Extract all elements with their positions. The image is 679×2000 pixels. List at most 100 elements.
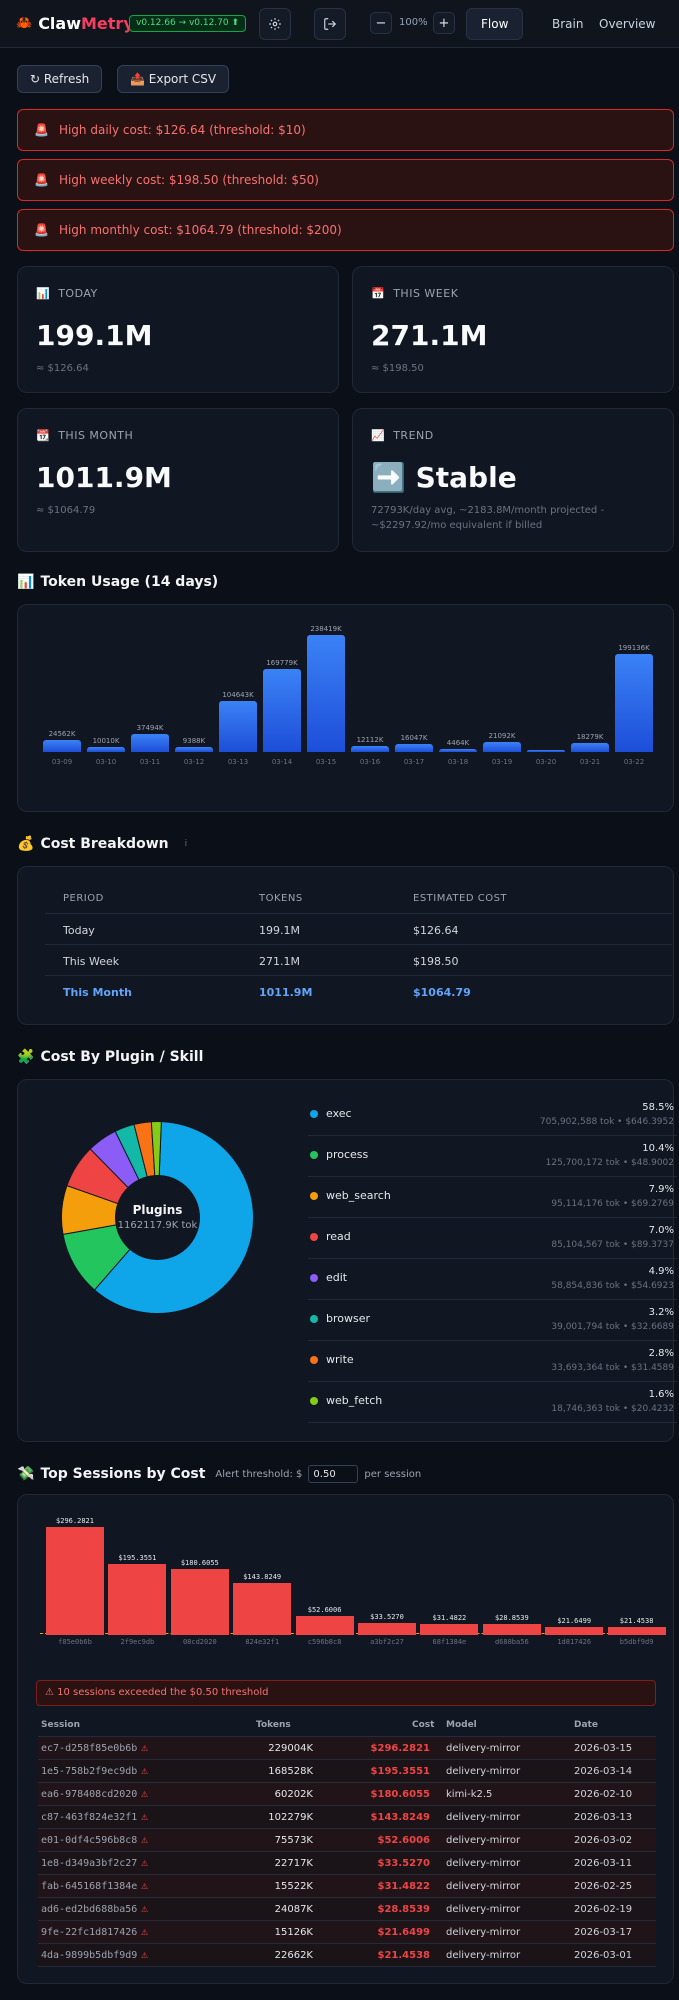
export-csv-button[interactable]: 📤 Export CSV xyxy=(117,65,230,93)
table-row[interactable]: 4da-9899b5dbf9d9 ⚠ 22662K $21.4538 delivery-… xyxy=(38,1944,656,1967)
cost-breakdown-title: 💰 Cost Breakdown i xyxy=(17,836,188,852)
session-bar[interactable] xyxy=(46,1527,104,1635)
session-id[interactable]: ea6-978408cd2020 xyxy=(41,1789,138,1800)
bar-value-label: 238419K xyxy=(310,625,342,633)
table-row[interactable]: ea6-978408cd2020 ⚠ 60202K $180.6055 kimi-k2.… xyxy=(38,1783,656,1806)
plugin-row[interactable]: browser 3.2% 39,001,794 tok • $32.6689 xyxy=(308,1301,677,1341)
session-bar[interactable] xyxy=(108,1563,167,1635)
plugin-row[interactable]: write 2.8% 33,693,364 tok • $31.4589 xyxy=(308,1342,677,1382)
token-bar[interactable] xyxy=(571,743,609,752)
tab-brain[interactable]: Brain xyxy=(552,17,584,31)
bar-value-label: 9388K xyxy=(182,737,206,746)
stat-card-today: 📊 TODAY 199.1M ≈ $126.64 xyxy=(17,266,339,393)
table-row[interactable]: 9fe-22fc1d817426 ⚠ 15126K $21.6499 delivery-… xyxy=(38,1921,656,1944)
table-row: This Week 271.1M $198.50 xyxy=(45,945,672,976)
session-bar[interactable] xyxy=(420,1623,479,1635)
bar-date-label: 03-14 xyxy=(271,758,293,766)
alert-monthly: 🚨 High monthly cost: $1064.79 (threshold:… xyxy=(17,209,674,251)
plugin-detail: 125,700,172 tok • $48.9002 xyxy=(545,1158,674,1168)
cost-breakdown-card: PERIOD TOKENS ESTIMATED COST Today 199.1… xyxy=(17,866,674,1025)
token-bar[interactable] xyxy=(131,733,169,752)
plugin-detail: 39,001,794 tok • $32.6689 xyxy=(551,1322,674,1332)
session-bar[interactable] xyxy=(295,1615,354,1635)
settings-button[interactable] xyxy=(259,8,291,40)
token-bar[interactable] xyxy=(615,654,653,752)
donut-center-sub: 1162117.9K tok xyxy=(117,1220,198,1231)
token-bar[interactable] xyxy=(395,744,433,752)
table-row[interactable]: ec7-d258f85e0b6b ⚠ 229004K $296.2821 deliver… xyxy=(38,1737,656,1760)
table-row[interactable]: e01-0df4c596b8c8 ⚠ 75573K $52.6006 delivery-… xyxy=(38,1829,656,1852)
session-id[interactable]: c87-463f824e32f1 xyxy=(41,1812,138,1823)
session-bar[interactable] xyxy=(358,1622,416,1635)
session-bar[interactable] xyxy=(607,1627,666,1635)
session-id[interactable]: e01-0df4c596b8c8 xyxy=(41,1835,138,1846)
session-bar-label: 2f9ec9db xyxy=(120,1638,155,1646)
logout-button[interactable] xyxy=(314,8,346,40)
plugin-row[interactable]: web_search 7.9% 95,114,176 tok • $69.2769 xyxy=(308,1178,677,1218)
warning-icon: ⚠ xyxy=(141,1790,149,1799)
token-bar[interactable] xyxy=(351,746,389,752)
bar-date-label: 03-13 xyxy=(227,758,249,766)
stat-cost: ≈ $126.64 xyxy=(36,363,89,374)
refresh-button[interactable]: ↻ Refresh xyxy=(17,65,103,93)
tab-flow[interactable]: Flow xyxy=(466,8,524,40)
session-id[interactable]: fab-645168f1384e xyxy=(41,1881,138,1892)
session-bar[interactable] xyxy=(482,1624,541,1635)
session-bar-value: $180.6055 xyxy=(180,1559,219,1568)
session-bar-value: $143.8249 xyxy=(243,1572,282,1581)
session-bar[interactable] xyxy=(170,1569,229,1635)
session-id[interactable]: ad6-ed2bd688ba56 xyxy=(41,1904,138,1915)
plugin-name: process xyxy=(326,1148,369,1161)
brand-prefix: Claw xyxy=(38,14,81,33)
session-date: 2026-03-17 xyxy=(574,1927,633,1938)
zoom-in-button[interactable]: + xyxy=(433,12,455,34)
warning-icon: ⚠ xyxy=(141,1859,149,1868)
threshold-input[interactable] xyxy=(308,1465,359,1483)
session-id[interactable]: 9fe-22fc1d817426 xyxy=(41,1927,138,1938)
app-logo[interactable]: 🦀 ClawMetry xyxy=(16,14,134,33)
donut-slice-exec[interactable] xyxy=(93,1121,254,1314)
alert-daily: 🚨 High daily cost: $126.64 (threshold: $1… xyxy=(17,109,674,151)
plugin-row[interactable]: exec 58.5% 705,902,588 tok • $646.3952 xyxy=(308,1096,677,1136)
plugin-row[interactable]: read 7.0% 85,104,567 tok • $89.3737 xyxy=(308,1219,677,1259)
tab-overview[interactable]: Overview xyxy=(599,17,656,31)
zoom-out-button[interactable]: − xyxy=(370,12,392,34)
token-bar[interactable] xyxy=(263,668,301,752)
plugin-row[interactable]: web_fetch 1.6% 18,746,363 tok • $20.4232 xyxy=(308,1383,677,1423)
plugin-percent: 1.6% xyxy=(648,1389,674,1400)
table-row[interactable]: c87-463f824e32f1 ⚠ 102279K $143.8249 deliver… xyxy=(38,1806,656,1829)
session-id[interactable]: ec7-d258f85e0b6b xyxy=(41,1743,138,1754)
token-bar[interactable] xyxy=(175,747,213,752)
table-row[interactable]: fab-645168f1384e ⚠ 15522K $31.4822 delivery-… xyxy=(38,1875,656,1898)
session-id[interactable]: 1e8-d349a3bf2c27 xyxy=(41,1858,138,1869)
session-bar[interactable] xyxy=(233,1582,292,1635)
stat-value: ➡️ Stable xyxy=(371,461,517,494)
session-tokens: 168528K xyxy=(268,1766,313,1777)
session-bar-label: d688ba56 xyxy=(494,1638,529,1646)
plugin-row[interactable]: edit 4.9% 58,854,836 tok • $54.6923 xyxy=(308,1260,677,1300)
plugin-color-dot xyxy=(310,1110,318,1118)
bar-value-label: 24562K xyxy=(48,729,76,738)
session-id[interactable]: 1e5-758b2f9ec9db xyxy=(41,1766,138,1777)
token-bar[interactable] xyxy=(483,741,521,752)
session-id[interactable]: 4da-9899b5dbf9d9 xyxy=(41,1950,138,1961)
plugin-percent: 7.0% xyxy=(648,1225,674,1236)
money-wings-icon: 💸 xyxy=(17,1466,35,1482)
bar-value-label: 16047K xyxy=(400,734,428,743)
token-bar[interactable] xyxy=(527,750,565,752)
token-bar[interactable] xyxy=(219,700,257,752)
token-bar[interactable] xyxy=(87,747,125,752)
token-bar[interactable] xyxy=(439,749,477,752)
token-bar[interactable] xyxy=(307,635,345,752)
session-bar[interactable] xyxy=(545,1627,604,1635)
token-bar[interactable] xyxy=(43,739,81,752)
plugin-row[interactable]: process 10.4% 125,700,172 tok • $48.9002 xyxy=(308,1137,677,1177)
bar-date-label: 03-15 xyxy=(315,758,337,766)
table-row[interactable]: 1e5-758b2f9ec9db ⚠ 168528K $195.3551 deliver… xyxy=(38,1760,656,1783)
table-row[interactable]: ad6-ed2bd688ba56 ⚠ 24087K $28.8539 delivery-… xyxy=(38,1898,656,1921)
version-badge[interactable]: v0.12.66 → v0.12.70 ⬆ xyxy=(129,15,247,32)
info-icon[interactable]: i xyxy=(184,839,188,849)
table-row[interactable]: 1e8-d349a3bf2c27 ⚠ 22717K $33.5270 delivery-… xyxy=(38,1852,656,1875)
donut-slice-web_fetch[interactable] xyxy=(150,1121,162,1177)
stat-label: THIS WEEK xyxy=(393,287,459,300)
